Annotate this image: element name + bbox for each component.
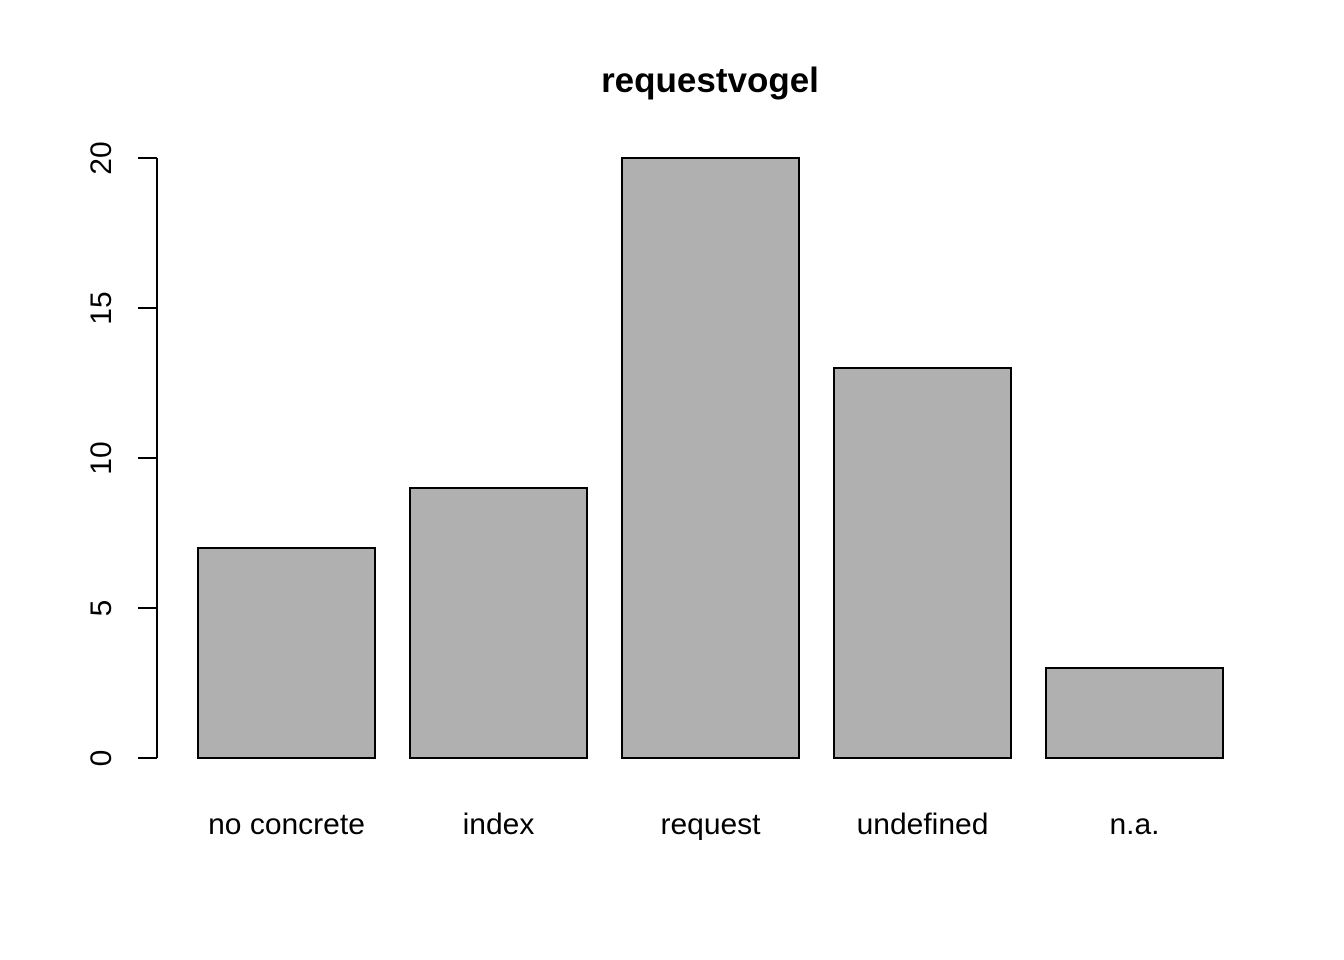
x-category-label: index — [463, 808, 535, 841]
bars — [197, 157, 1224, 759]
bar-n-a — [1045, 667, 1224, 759]
x-axis-labels: no concrete index request undefined n.a. — [208, 808, 1159, 841]
bar-no-concrete — [197, 547, 376, 759]
x-category-label: n.a. — [1109, 808, 1159, 841]
x-category-label: undefined — [857, 808, 989, 841]
y-tick-label: 5 — [85, 600, 118, 617]
y-tick-label: 10 — [85, 441, 118, 474]
x-category-label: no concrete — [208, 808, 365, 841]
bar-request — [621, 157, 800, 759]
y-tick-label: 15 — [85, 291, 118, 324]
y-tick-label: 0 — [85, 750, 118, 767]
x-category-label: request — [660, 808, 761, 841]
chart-title: requestvogel — [601, 61, 819, 100]
bar-undefined — [833, 367, 1012, 759]
bar-index — [409, 487, 588, 759]
y-tick-label: 20 — [85, 141, 118, 174]
y-axis: 0 5 10 15 20 — [85, 141, 158, 767]
